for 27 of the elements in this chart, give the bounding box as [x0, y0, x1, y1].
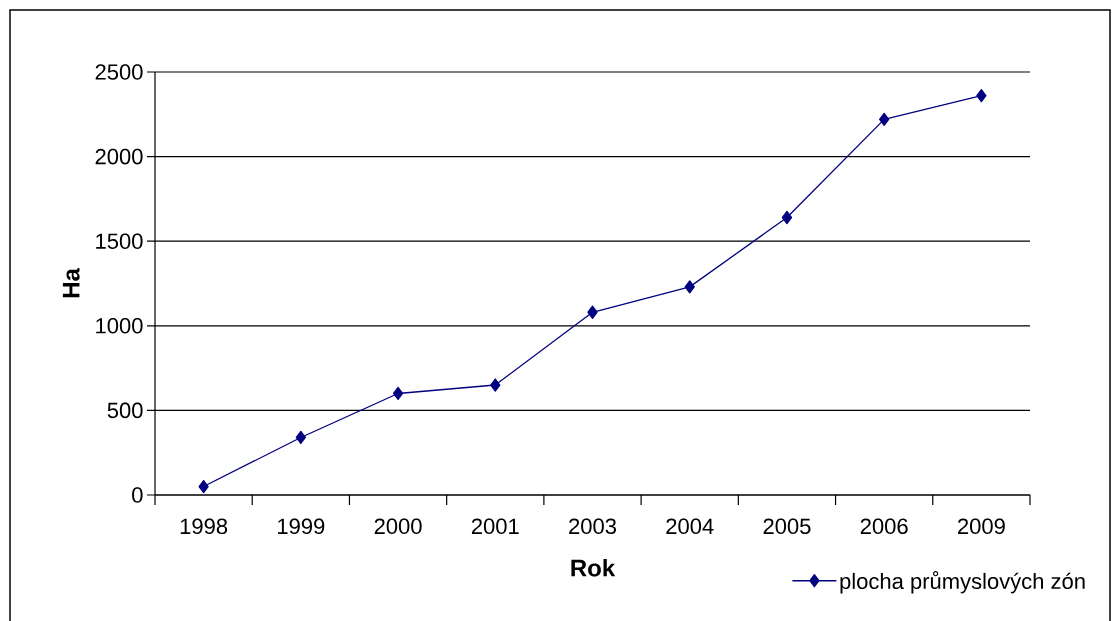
point [781, 210, 793, 225]
y-tick-label: 500 [107, 402, 143, 419]
y-tick-label: 0 [132, 487, 143, 503]
y-tick-label: 1500 [96, 233, 143, 249]
point [392, 386, 404, 401]
x-tick-label: 2004 [666, 518, 714, 535]
x-tick-label: 2003 [569, 518, 616, 535]
point [198, 479, 209, 494]
x-tick-label: 2005 [763, 518, 811, 535]
y-tick-label: 1000 [96, 318, 143, 334]
point [879, 112, 890, 127]
point [684, 280, 695, 294]
y-axis-title: Ha [62, 268, 80, 298]
point [490, 378, 501, 392]
x-axis-title: Rok [571, 558, 616, 577]
x-tick-label: 2009 [958, 518, 1005, 535]
x-tick-label: 2001 [471, 518, 519, 535]
x-tick-label: 2006 [860, 518, 908, 535]
legend-label: plocha průmyslových zón [840, 571, 1085, 594]
point [976, 89, 987, 103]
x-tick-label: 1998 [180, 518, 228, 535]
point [295, 430, 306, 445]
y-tick-label: 2000 [95, 148, 143, 165]
x-tick-label: 2000 [374, 518, 422, 535]
x-tick-label: 1999 [278, 518, 325, 535]
point [587, 305, 598, 319]
y-tick-label: 2500 [95, 64, 143, 80]
